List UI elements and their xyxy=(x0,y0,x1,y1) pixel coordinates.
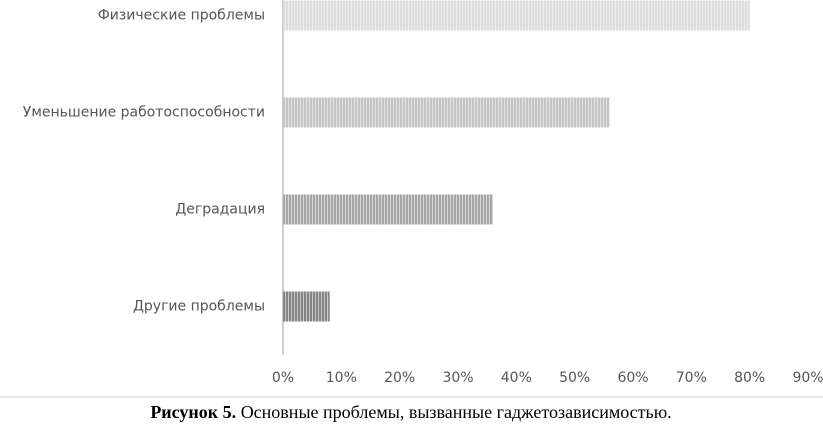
x-tick-label: 80% xyxy=(734,370,765,386)
x-tick-label: 60% xyxy=(617,370,648,386)
y-tick-label: Уменьшение работоспособности xyxy=(23,105,265,121)
x-tick-label: 40% xyxy=(501,370,532,386)
caption: Рисунок 5. Основные проблемы, вызванные … xyxy=(150,402,671,422)
y-tick-label: Деградация xyxy=(175,202,265,218)
bar xyxy=(283,97,610,128)
x-tick-label: 0% xyxy=(272,370,294,386)
x-tick-label: 30% xyxy=(442,370,473,386)
x-tick-label: 10% xyxy=(326,370,357,386)
bar xyxy=(283,291,330,322)
x-tick-label: 90% xyxy=(792,370,823,386)
x-tick-label: 70% xyxy=(676,370,707,386)
bar xyxy=(283,0,750,31)
x-tick-label: 50% xyxy=(559,370,590,386)
y-tick-label: Другие проблемы xyxy=(133,299,265,315)
x-tick-label: 20% xyxy=(384,370,415,386)
caption-text: Основные проблемы, вызванные гаджетозави… xyxy=(241,402,672,422)
y-tick-label: Физические проблемы xyxy=(98,8,265,24)
bar xyxy=(283,194,493,225)
caption-label: Рисунок 5. xyxy=(150,402,236,422)
